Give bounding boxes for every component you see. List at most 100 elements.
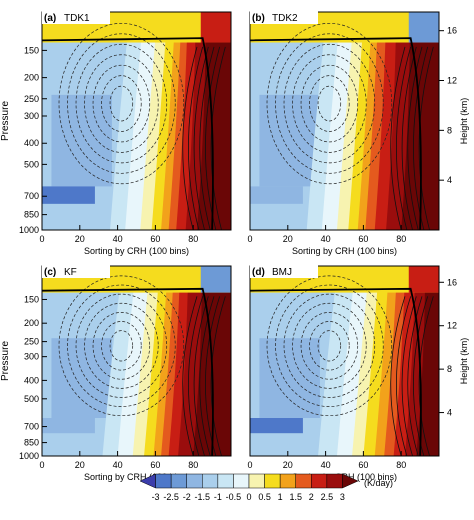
- y-tick-label: 700: [24, 191, 39, 201]
- heatmap-cell: [200, 266, 231, 293]
- contour-line: [188, 296, 204, 456]
- panel-title: KF: [64, 267, 77, 278]
- colorbar-swatch: [217, 473, 234, 489]
- colorbar-swatch: [170, 473, 187, 489]
- y-tick-label: 200: [24, 318, 39, 328]
- heatmap-cell: [250, 418, 303, 434]
- contour-line: [92, 312, 151, 380]
- contour-line: [205, 46, 221, 230]
- x-tick-label: 60: [150, 460, 160, 470]
- heatmap-cell: [42, 418, 95, 434]
- y-tick-label: 250: [24, 94, 39, 104]
- contour-line: [300, 64, 359, 143]
- x-tick-label: 0: [39, 460, 44, 470]
- zero-contour: [250, 287, 422, 456]
- contour-line: [92, 64, 151, 143]
- contour-line: [283, 293, 376, 398]
- x-tick-label: 40: [113, 460, 123, 470]
- contour-line: [275, 33, 384, 174]
- y-tick-label: 1000: [19, 451, 39, 461]
- heatmap-cell: [259, 338, 320, 418]
- y-tick-label: 850: [24, 210, 39, 220]
- heatmap-cell: [51, 94, 112, 187]
- contour-line: [413, 296, 429, 456]
- title-box: [250, 11, 318, 24]
- y-tick-label: 850: [24, 438, 39, 448]
- zero-contour: [250, 37, 422, 230]
- colorbar-label: -1: [214, 492, 222, 502]
- y-tick-label: 400: [24, 138, 39, 148]
- colorbar-swatch: [342, 473, 359, 489]
- heatmap-cell: [42, 186, 95, 204]
- heatmap-cell: [196, 40, 231, 230]
- contour-line: [401, 46, 417, 230]
- contour-line: [210, 46, 226, 230]
- contour-line: [67, 284, 176, 407]
- contour-line: [390, 46, 406, 230]
- contour-line: [390, 296, 406, 456]
- y-tick-label: 300: [24, 111, 39, 121]
- contour-line: [75, 43, 168, 164]
- y-tick-label: 150: [24, 294, 39, 304]
- colorbar-label: 2: [309, 492, 314, 502]
- plot-frame: [249, 11, 440, 231]
- contour-line: [109, 85, 134, 122]
- contour-line: [396, 296, 412, 456]
- x-tick-label: 80: [188, 460, 198, 470]
- x-tick-label: 60: [358, 234, 368, 244]
- colorbar-swatch: [295, 473, 312, 489]
- contour-line: [300, 312, 359, 380]
- contour-line: [283, 43, 376, 164]
- colorbar-label: -3: [152, 492, 160, 502]
- y2-tick-label: 12: [447, 76, 457, 86]
- y-tick-label: 500: [24, 159, 39, 169]
- zero-contour: [42, 287, 214, 456]
- colorbar-label: -2: [183, 492, 191, 502]
- contour-line: [58, 22, 185, 185]
- y2-tick-label: 4: [447, 175, 452, 185]
- contour-line: [275, 284, 384, 407]
- contour-line: [67, 33, 176, 174]
- x-tick-label: 20: [283, 234, 293, 244]
- contour-line: [292, 54, 367, 153]
- contour-line: [188, 46, 204, 230]
- y2-axis-label: Height (km): [459, 98, 469, 145]
- x-tick-label: 0: [247, 460, 252, 470]
- y2-axis-label: Height (km): [459, 338, 469, 385]
- x-tick-label: 20: [75, 234, 85, 244]
- colorbar-swatch: [155, 473, 172, 489]
- heatmap-cell: [416, 290, 439, 456]
- zero-contour: [42, 37, 214, 230]
- contour-line: [418, 296, 434, 456]
- contour-line: [309, 75, 350, 132]
- y-axis-label: Pressure: [0, 341, 11, 381]
- contour-line: [84, 54, 159, 153]
- plot-frame: [41, 265, 232, 457]
- y2-tick-label: 4: [447, 408, 452, 418]
- panel-title: TDK2: [272, 13, 298, 24]
- x-tick-label: 60: [150, 234, 160, 244]
- x-axis-label: Sorting by CRH (100 bins): [84, 472, 189, 482]
- colorbar-label: -0.5: [226, 492, 242, 502]
- contour-line: [401, 296, 417, 456]
- colorbar-unit: (K/day): [364, 478, 393, 488]
- x-axis-label: Sorting by CRH (100 bins): [84, 246, 189, 256]
- colorbar-swatch: [264, 473, 281, 489]
- y2-tick-label: 16: [447, 277, 457, 287]
- y2-tick-label: 8: [447, 125, 452, 135]
- x-axis-label: Sorting by CRH (100 bins): [292, 246, 397, 256]
- x-tick-label: 60: [358, 460, 368, 470]
- colorbar-swatch: [202, 473, 219, 489]
- contour-line: [266, 22, 393, 185]
- heatmap-cell: [408, 266, 439, 293]
- chart-panel: 0 20 40 60 80 Sorting by CRH (100 bins) 150 200…: [0, 265, 232, 482]
- x-tick-label: 80: [396, 234, 406, 244]
- heatmap-cell: [200, 12, 231, 43]
- x-tick-label: 80: [396, 460, 406, 470]
- colorbar: -3 -2.5 -2 -1.5 -1 -0.5 0 0.5 1 1.5 2 2.5 3 (K/day): [139, 473, 393, 502]
- x-tick-label: 0: [247, 234, 252, 244]
- contour-line: [101, 321, 142, 371]
